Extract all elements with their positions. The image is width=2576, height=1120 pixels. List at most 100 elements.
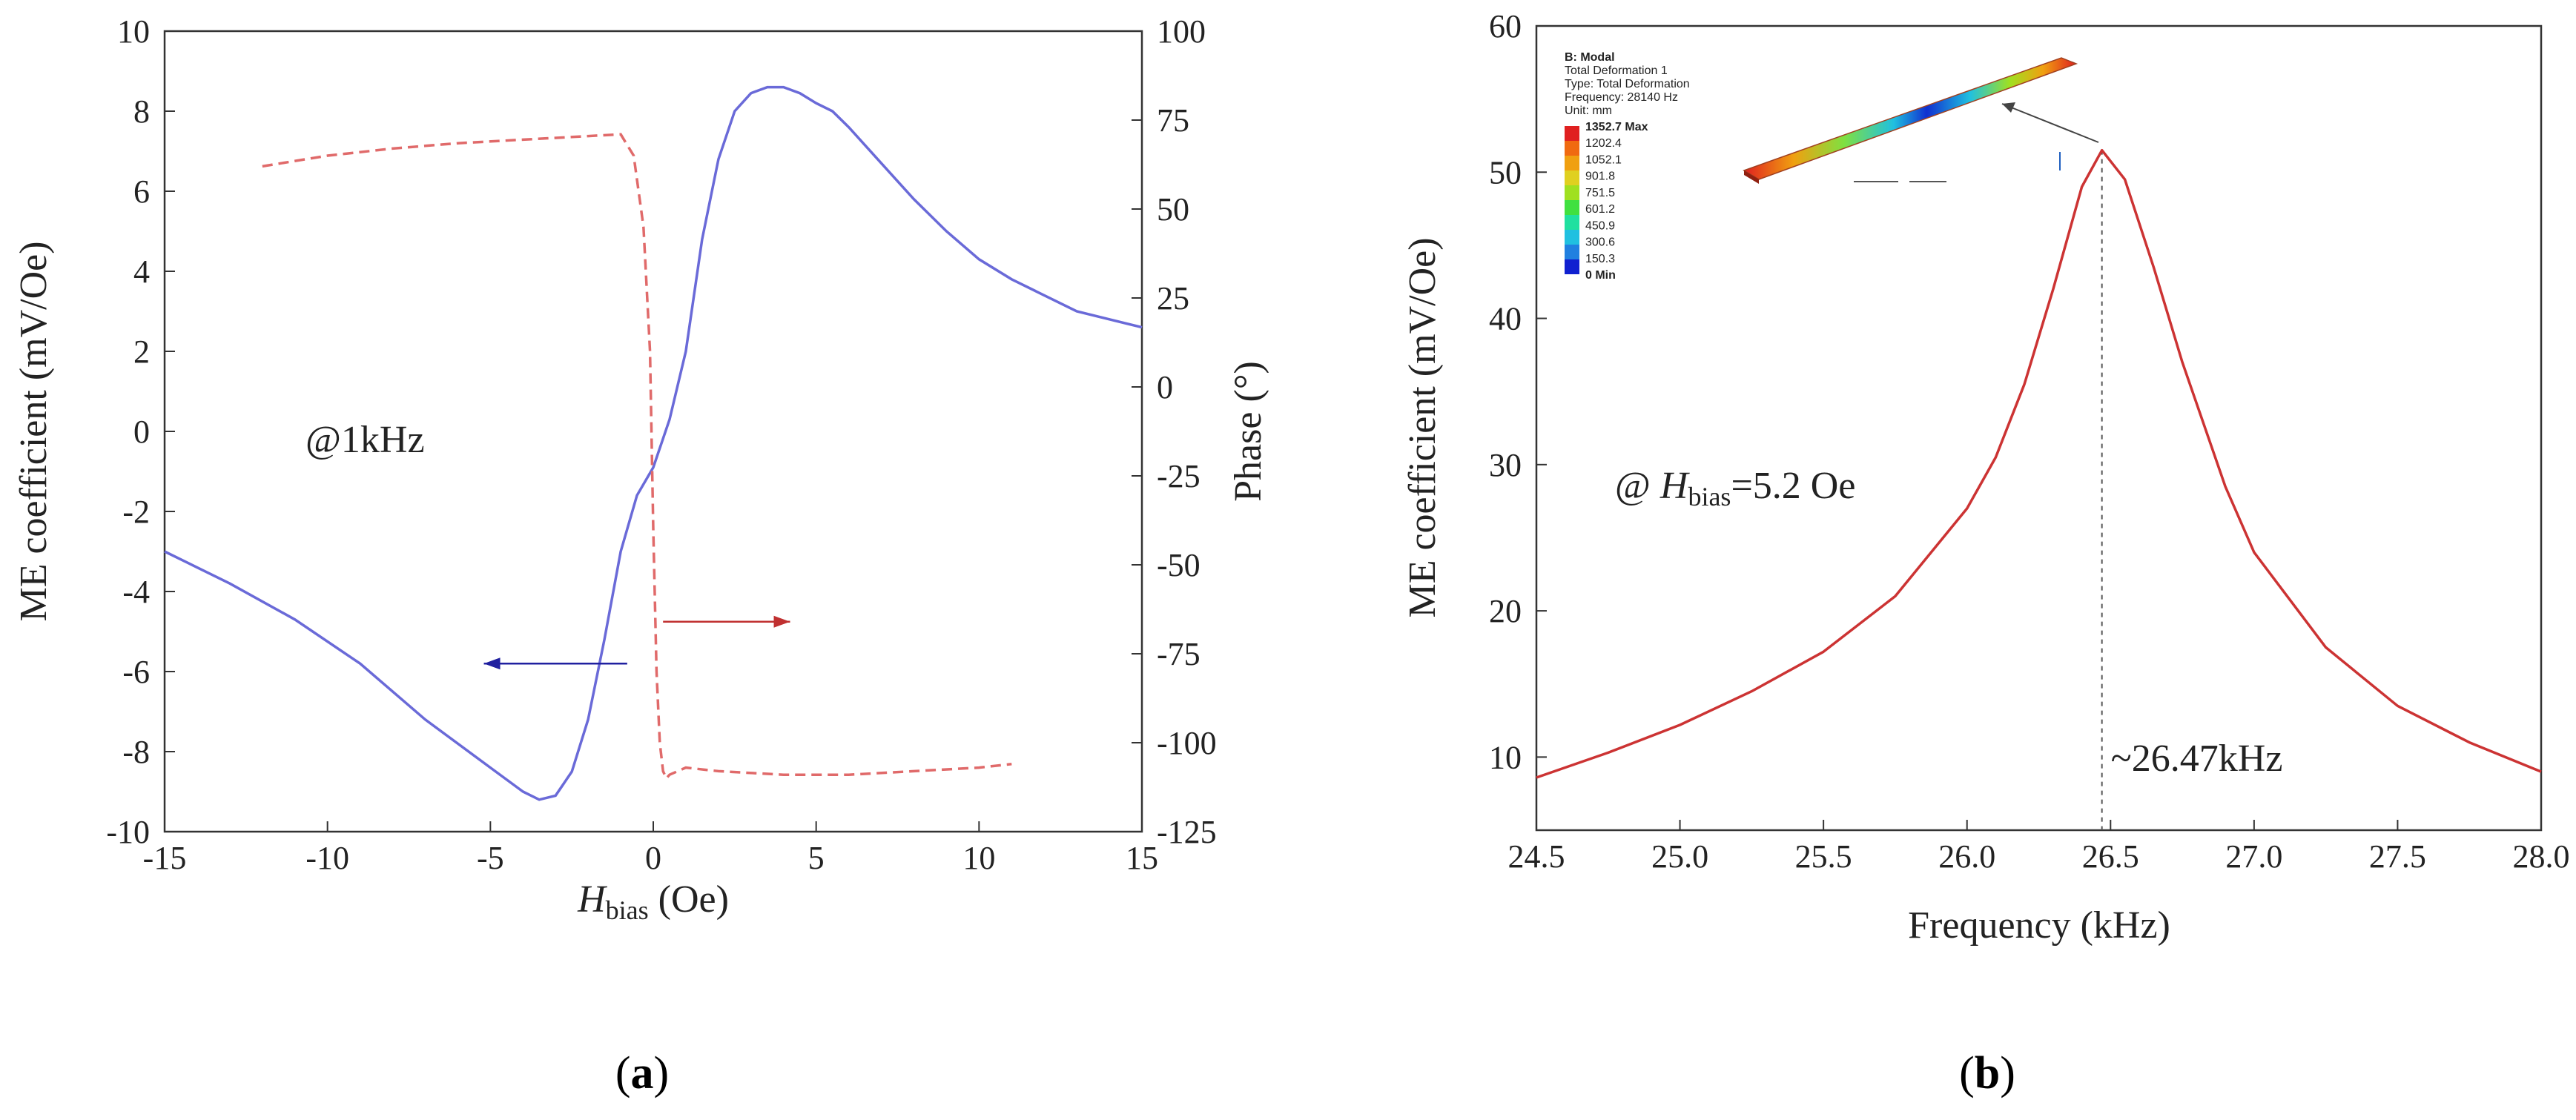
chart-a-right-tick-label: 50 bbox=[1157, 191, 1189, 228]
chart-b-x-label: Frequency (kHz) bbox=[1908, 904, 2170, 947]
chart-a-arrow-head bbox=[483, 657, 501, 670]
chart-a-annotation: @1kHz bbox=[306, 419, 425, 461]
chart-a-y-right-label: Phase (°) bbox=[1227, 361, 1269, 502]
chart-a-right-tick-label: 100 bbox=[1157, 13, 1206, 50]
inset-legend-label: 300.6 bbox=[1585, 236, 1615, 249]
chart-b-y-tick-label: 60 bbox=[1489, 8, 1522, 44]
chart-a-x-tick-label: -10 bbox=[306, 840, 349, 876]
chart-b-series-me-coefficient bbox=[1536, 148, 2542, 779]
chart-a-right-tick-label: -75 bbox=[1157, 636, 1201, 672]
panel-a-letter: a bbox=[631, 1048, 654, 1099]
chart-b-x-tick-label: 26.0 bbox=[1938, 838, 1995, 875]
chart-b-x-tick-label: 25.0 bbox=[1651, 838, 1708, 875]
chart-b-x-tick-label: 26.5 bbox=[2082, 838, 2139, 875]
chart-b-series-group bbox=[1536, 148, 2542, 779]
inset-legend-label: 1052.1 bbox=[1585, 153, 1622, 166]
chart-a-arrows bbox=[483, 615, 790, 670]
chart-b-y-tick-label: 50 bbox=[1489, 154, 1522, 190]
modal-inset: B: Modal Total Deformation 1 Type: Total… bbox=[1565, 51, 2099, 282]
inset-pointer-arrow bbox=[2001, 103, 2099, 143]
inset-title: B: Modal bbox=[1565, 51, 1615, 64]
chart-b-y-tick-label: 30 bbox=[1489, 447, 1522, 483]
chart-a-left-tick-label: 2 bbox=[133, 334, 150, 370]
chart-a-left-tick-label: 8 bbox=[133, 93, 150, 130]
chart-b-y-tick-label: 40 bbox=[1489, 301, 1522, 337]
chart-a-x-label: Hbias (Oe) bbox=[577, 878, 729, 925]
chart-a-x-tick-label: 15 bbox=[1126, 840, 1158, 876]
chart-a-x-tick-label: 10 bbox=[962, 840, 995, 876]
chart-a-right-tick-label: 0 bbox=[1157, 369, 1173, 405]
panel-b-letter: b bbox=[1975, 1048, 2000, 1099]
inset-legend-label: 1352.7 Max bbox=[1585, 121, 1648, 133]
chart-a-x-tick-label: -5 bbox=[477, 840, 504, 876]
chart-a-left-tick-label: -6 bbox=[122, 654, 150, 690]
chart-a-x-ticks: -15 -10 -5 0 5 10 15 bbox=[143, 821, 1158, 876]
inset-legend-swatch bbox=[1565, 141, 1579, 156]
chart-a-x-label-sub: bias bbox=[606, 895, 649, 925]
chart-a-right-tick-label: 75 bbox=[1157, 102, 1189, 139]
chart-b-y-tick-label: 10 bbox=[1489, 739, 1522, 775]
chart-b-x-tick-label: 27.5 bbox=[2369, 838, 2426, 875]
inset-legend-swatch bbox=[1565, 185, 1579, 200]
chart-a-right-tick-label: -100 bbox=[1157, 725, 1217, 761]
inset-legend-label: 901.8 bbox=[1585, 170, 1615, 183]
chart-a-right-tick-label: 25 bbox=[1157, 280, 1189, 317]
chart-a-right-y-ticks: -125 -100 -75 -50 -25 0 25 50 75 100 bbox=[1132, 13, 1217, 850]
inset-legend-swatch bbox=[1565, 215, 1579, 230]
inset-legend-label: 150.3 bbox=[1585, 253, 1615, 265]
chart-b-x-ticks: 24.5 25.0 25.5 26.0 26.5 27.0 27.5 28.0 bbox=[1508, 820, 2570, 875]
inset-color-legend: 1352.7 Max 1202.4 1052.1 901.8 751.5 601.2 450… bbox=[1565, 121, 1648, 282]
chart-b-annotation: @ Hbias=5.2 Oe bbox=[1615, 465, 1855, 511]
inset-legend-label: 601.2 bbox=[1585, 203, 1615, 216]
inset-line-3: Frequency: 28140 Hz bbox=[1565, 91, 1678, 104]
chart-a-y-left-label: ME coefficient (mV/Oe) bbox=[13, 241, 55, 621]
inset-line-2: Type: Total Deformation bbox=[1565, 78, 1690, 90]
chart-a-x-label-main: H bbox=[577, 878, 607, 921]
chart-a-left-tick-label: 10 bbox=[117, 13, 150, 50]
panel-b-label: (b) bbox=[1959, 1048, 2015, 1099]
inset-legend-label: 0 Min bbox=[1585, 269, 1616, 282]
chart-a-left-tick-label: 6 bbox=[133, 173, 150, 210]
chart-b-y-label: ME coefficient (mV/Oe) bbox=[1401, 237, 1444, 617]
chart-a-x-tick-label: 0 bbox=[645, 840, 661, 876]
chart-a-x-tick-label: -15 bbox=[143, 840, 187, 876]
inset-legend-swatch bbox=[1565, 156, 1579, 170]
chart-a-x-label-unit: (Oe) bbox=[649, 878, 729, 921]
chart-b-x-tick-label: 28.0 bbox=[2513, 838, 2570, 875]
chart-b-annotation-sub: bias bbox=[1688, 482, 1731, 511]
chart-b-plot-frame bbox=[1535, 24, 2543, 832]
inset-line-1: Total Deformation 1 bbox=[1565, 64, 1668, 77]
inset-deformed-beam bbox=[1743, 57, 2078, 180]
chart-a-left-tick-label: -8 bbox=[122, 734, 150, 770]
inset-legend-swatch bbox=[1565, 170, 1579, 185]
inset-legend-swatch bbox=[1565, 259, 1579, 274]
chart-a-series-me-coefficient bbox=[164, 85, 1143, 801]
inset-line-4: Unit: mm bbox=[1565, 105, 1612, 117]
chart-b-annotation-suffix: =5.2 Oe bbox=[1731, 465, 1855, 507]
chart-a-left-tick-label: -2 bbox=[122, 494, 150, 530]
inset-pointer-arrowhead bbox=[2002, 102, 2015, 113]
chart-b: 24.5 25.0 25.5 26.0 26.5 27.0 27.5 28.0 10 20 30 4… bbox=[1401, 8, 2570, 1099]
inset-legend-swatch bbox=[1565, 230, 1579, 245]
chart-b-y-ticks: 10 20 30 40 50 60 bbox=[1489, 8, 1547, 775]
chart-b-x-tick-label: 24.5 bbox=[1508, 838, 1565, 875]
chart-b-x-tick-label: 25.5 bbox=[1795, 838, 1852, 875]
panel-a-label: (a) bbox=[615, 1048, 669, 1099]
chart-a-series-phase bbox=[262, 133, 1012, 781]
chart-a-right-tick-label: -125 bbox=[1157, 814, 1217, 850]
chart-a-left-tick-label: 0 bbox=[133, 414, 150, 450]
inset-legend-label: 751.5 bbox=[1585, 187, 1615, 199]
chart-a-arrow-head bbox=[773, 615, 790, 628]
chart-a-x-tick-label: 5 bbox=[808, 840, 825, 876]
chart-a-right-tick-label: -25 bbox=[1157, 458, 1201, 494]
chart-a-left-y-ticks: -10 -8 -6 -4 -2 0 2 4 6 8 10 bbox=[106, 13, 175, 850]
chart-a-series-group bbox=[164, 85, 1143, 801]
chart-b-annotation-h: H bbox=[1659, 465, 1690, 507]
chart-a-left-tick-label: 4 bbox=[133, 254, 150, 290]
inset-legend-label: 1202.4 bbox=[1585, 137, 1622, 150]
inset-legend-swatch bbox=[1565, 245, 1579, 259]
chart-b-peak-label: ~26.47kHz bbox=[2111, 738, 2283, 780]
chart-a-left-tick-label: -10 bbox=[106, 814, 150, 850]
